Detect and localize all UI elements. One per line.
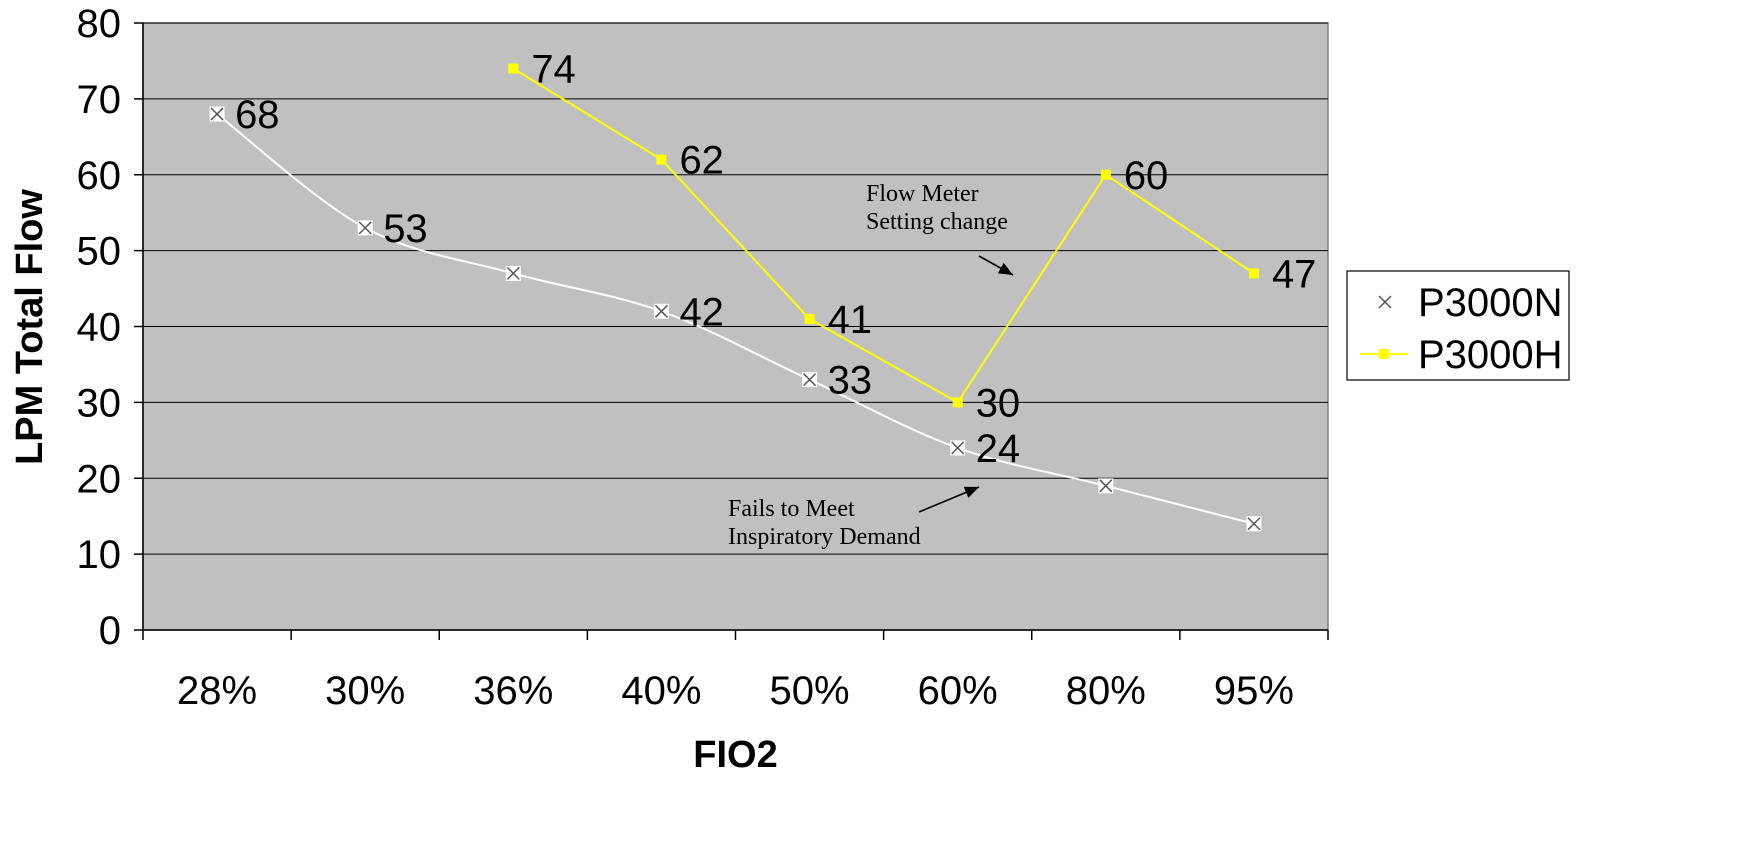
data-point-x	[1099, 479, 1113, 493]
y-tick-label: 30	[77, 381, 122, 425]
series-P3000N: 68 53 42 33 24	[209, 93, 1262, 532]
data-point-x	[654, 304, 668, 318]
data-label: 68	[235, 93, 280, 137]
y-tick-label: 70	[77, 78, 122, 122]
y-tick-label: 20	[77, 457, 122, 501]
x-tick-label: 40%	[621, 669, 701, 713]
x-tick-label: 36%	[473, 669, 553, 713]
data-label: 42	[679, 290, 724, 334]
data-point	[804, 313, 815, 324]
legend-marker	[1379, 349, 1389, 359]
data-label: 41	[828, 298, 873, 342]
data-label: 74	[531, 48, 576, 92]
annotation-arrowhead	[997, 262, 1013, 275]
data-label: 47	[1272, 252, 1317, 296]
y-tick-label: 40	[77, 306, 122, 350]
y-tick-label: 80	[77, 2, 122, 46]
data-point-x	[803, 373, 817, 387]
annotation-arrowhead	[963, 486, 979, 498]
annotation-text: Flow Meter	[866, 181, 979, 207]
legend-label: P3000N	[1418, 281, 1563, 325]
data-label: 30	[976, 381, 1021, 425]
data-point-x	[358, 221, 372, 235]
data-point-x	[951, 441, 965, 455]
legend-label: P3000H	[1418, 333, 1563, 377]
y-axis-title: LPM Total Flow	[9, 189, 51, 465]
annotation-text: Inspiratory Demand	[728, 524, 921, 550]
data-point-x	[210, 107, 224, 121]
y-tick-label: 10	[77, 533, 122, 577]
annotation-text: Fails to Meet	[728, 496, 855, 522]
series-P3000H: 74 62 41 30 60 47	[508, 48, 1317, 425]
data-point	[1100, 169, 1111, 180]
annotation-text: Setting change	[866, 209, 1008, 235]
x-tick-label: 30%	[325, 669, 405, 713]
x-tick-label: 50%	[770, 669, 850, 713]
legend-marker	[1378, 295, 1392, 309]
data-point	[1248, 268, 1259, 279]
y-tick-label: 0	[99, 609, 121, 653]
data-point-x	[506, 266, 520, 280]
y-tick-label: 50	[77, 230, 122, 274]
series-group: 68 53 42 33 24 74 62 41 30 60 47	[209, 48, 1317, 532]
y-tick-labels: 0 10 20 30 40 50 60 70 80	[77, 2, 122, 653]
x-axis-title: FIO2	[693, 734, 777, 776]
x-tick-label: 28%	[177, 669, 257, 713]
data-point	[952, 397, 963, 408]
x-tick-labels: 28% 30% 36% 40% 50% 60% 80% 95%	[177, 669, 1294, 713]
data-label: 62	[679, 139, 724, 183]
x-tick-label: 60%	[918, 669, 998, 713]
axes	[134, 22, 1329, 640]
x-tick-label: 95%	[1214, 669, 1294, 713]
series-line	[216, 113, 1255, 525]
data-label: 60	[1124, 154, 1169, 198]
y-tick-label: 60	[77, 154, 122, 198]
legend-box	[1346, 270, 1570, 381]
data-label: 53	[383, 207, 428, 251]
data-point	[508, 63, 519, 74]
series-line	[512, 67, 1255, 404]
data-label: 33	[828, 359, 873, 403]
x-tick-label: 80%	[1066, 669, 1146, 713]
legend: P3000N P3000H	[1346, 270, 1570, 381]
data-label: 24	[976, 427, 1021, 471]
data-point-x	[1247, 517, 1261, 531]
data-point	[656, 154, 667, 165]
